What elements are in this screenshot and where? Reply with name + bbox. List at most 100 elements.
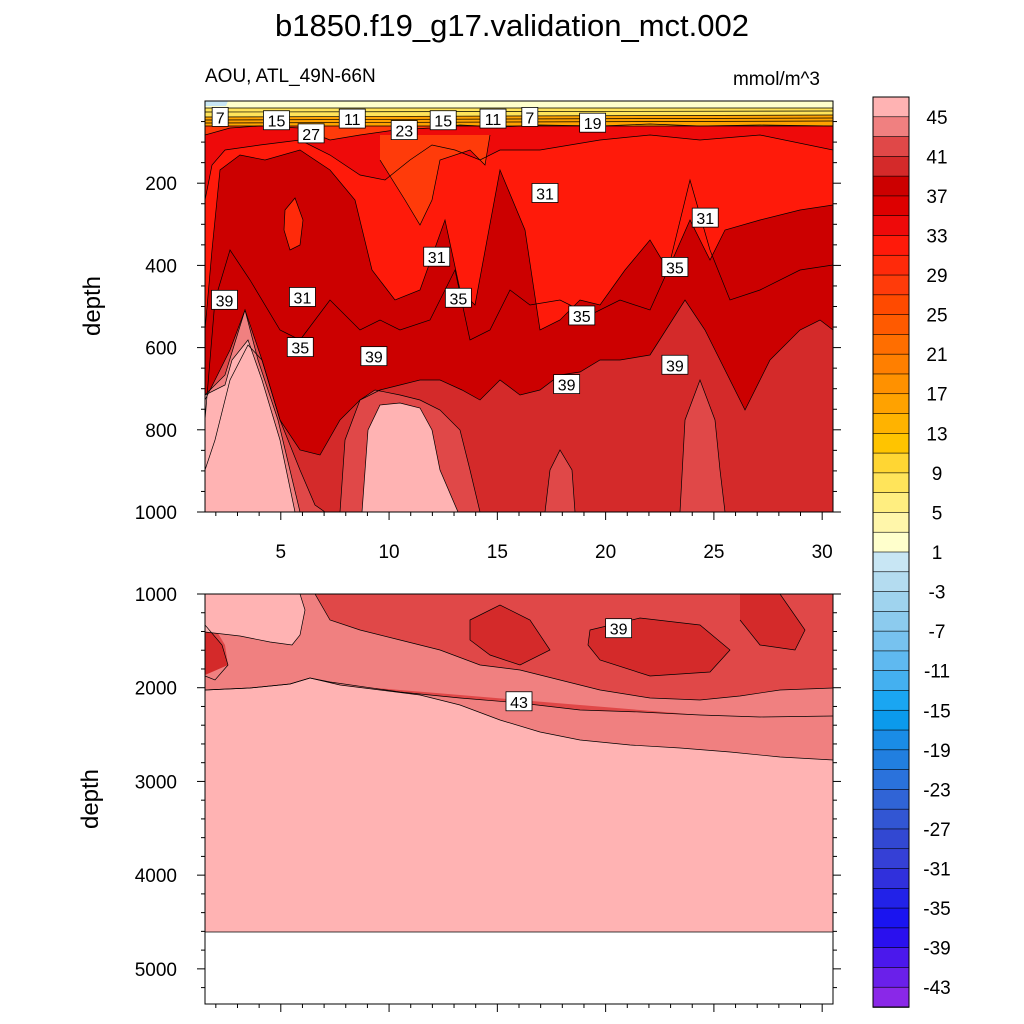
- contour-label-text: 35: [291, 341, 309, 358]
- contour-label: 39: [211, 289, 238, 310]
- colorbar-tick-label: -31: [923, 860, 950, 881]
- bottom-panel: 1000 2000 3000 4000 5000 39 43 depth: [77, 585, 841, 1012]
- contour-label-text: 19: [584, 116, 602, 133]
- colorbar-box: [872, 967, 910, 989]
- contour-label-text: 39: [216, 293, 234, 310]
- colorbar-box: [872, 868, 910, 890]
- colorbar-box: [872, 136, 910, 158]
- colorbar-tick-label: 45: [926, 108, 947, 129]
- contour-line: [205, 117, 833, 121]
- contour-line: [283, 197, 304, 251]
- contour-label-text: 39: [365, 350, 383, 367]
- colorbar-box: [872, 986, 910, 1008]
- colorbar-box: [872, 175, 910, 197]
- contour-label: 7: [211, 107, 229, 127]
- contour-label: 31: [423, 246, 451, 267]
- contour-label: 11: [338, 108, 366, 129]
- contour-label-box: [505, 691, 533, 712]
- contour-label-text: 31: [428, 250, 446, 267]
- colorbar-box: [872, 413, 910, 435]
- contour-label-text: 23: [395, 124, 413, 141]
- contour-line: [587, 617, 731, 677]
- contour-line: [205, 134, 833, 201]
- colorbar-box: [872, 690, 910, 712]
- contour-line: [205, 624, 229, 681]
- y-tick-label: 600: [145, 339, 177, 360]
- colorbar-tick-label: 5: [932, 503, 943, 524]
- contour-label-text: 39: [610, 622, 628, 639]
- fill-band-39-patch-a: [205, 625, 228, 680]
- top-axis-ticks: 200 400 600 800 1000 5 10 15 20 25 30: [135, 121, 841, 563]
- contour-label-text: 35: [666, 260, 684, 277]
- colorbar-box: [872, 611, 910, 632]
- contour-label-box: [579, 112, 607, 133]
- fill-band-43-patch: [292, 594, 320, 650]
- colorbar-box: [872, 393, 910, 415]
- contour-line: [205, 114, 833, 118]
- contour-label: 39: [605, 618, 633, 639]
- colorbar-tick-label: 9: [932, 464, 943, 485]
- contour-line: [314, 594, 833, 701]
- colorbar-tick-label: -43: [923, 978, 950, 999]
- x-tick-label: 15: [487, 542, 508, 563]
- y-tick-label: 1000: [135, 503, 177, 524]
- y-tick-label: 3000: [135, 772, 177, 793]
- contour-label: 35: [444, 287, 472, 308]
- colorbar-tick-label: -35: [923, 899, 950, 920]
- colorbar-box: [872, 907, 910, 929]
- colorbar-tick-label: -15: [923, 701, 950, 722]
- fill-band-45-patch: [205, 594, 305, 645]
- contour-label-box: [286, 337, 314, 358]
- fill-band-1: [205, 101, 833, 108]
- bottom-axis-ticks: 1000 2000 3000 4000 5000: [135, 585, 841, 1012]
- contour-label-box: [338, 108, 366, 129]
- colorbar-tick-label: -23: [923, 780, 950, 801]
- contour-label: 7: [521, 107, 539, 127]
- colorbar-tick-label: -27: [923, 820, 950, 841]
- colorbar-tick-label: 29: [926, 266, 947, 287]
- colorbar-tick-label: -19: [923, 741, 950, 762]
- colorbar-box: [872, 927, 910, 949]
- colorbar-box: [872, 373, 910, 395]
- colorbar-box: [872, 215, 910, 237]
- contour-line: [205, 339, 459, 512]
- contour-label-box: [605, 618, 633, 639]
- y-tick-label: 4000: [135, 866, 177, 887]
- contour-line: [379, 134, 491, 226]
- colorbar-box: [872, 353, 910, 375]
- colorbar-box: [872, 452, 910, 474]
- contour-label-text: 35: [573, 309, 591, 326]
- contour-label-box: [444, 287, 472, 308]
- contour-label-box: [360, 346, 388, 367]
- colorbar-box: [872, 749, 910, 771]
- colorbar-box: [872, 314, 910, 336]
- colorbar-tick-label: -3: [929, 583, 946, 604]
- contour-line: [205, 308, 301, 512]
- colorbar-box: [872, 729, 910, 751]
- y-tick-label: 1000: [135, 585, 177, 606]
- bottom-contour-labels: 39 43: [505, 618, 633, 712]
- bottom-y-axis-label: depth: [77, 769, 104, 829]
- x-tick-label: 25: [703, 542, 724, 563]
- contour-line: [205, 120, 833, 124]
- colorbar-box: [872, 334, 910, 355]
- colorbar-box: [872, 512, 910, 534]
- colorbar-box: [872, 828, 910, 850]
- contour-label-text: 15: [434, 114, 452, 131]
- colorbar-box: [872, 274, 910, 296]
- colorbar-box: [872, 888, 910, 909]
- contour-label: 35: [661, 257, 689, 277]
- contour-line: [205, 110, 833, 113]
- contour-label-text: 11: [344, 112, 361, 129]
- contour-line: [205, 308, 726, 512]
- x-tick-label: 10: [378, 542, 399, 563]
- contour-label: 43: [505, 691, 533, 712]
- x-tick-label: 30: [812, 542, 833, 563]
- top-panel: 200 400 600 800 1000 5 10 15 20 25 30 7 15 27 11 23 15 1…: [79, 100, 841, 563]
- colorbar-tick-label: 17: [926, 385, 947, 406]
- fill-band-39-patch-d: [740, 594, 805, 650]
- contour-label: 19: [579, 112, 607, 133]
- colorbar-box: [872, 96, 910, 118]
- colorbar-box: [872, 947, 910, 969]
